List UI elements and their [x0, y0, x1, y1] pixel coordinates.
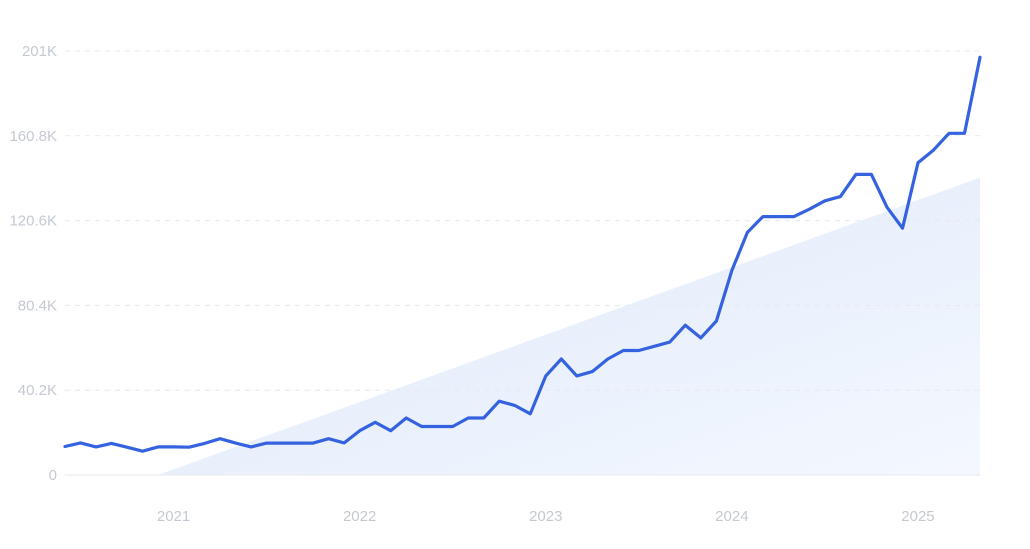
x-tick-label: 2023	[529, 508, 562, 525]
x-tick-label: 2024	[715, 508, 748, 525]
y-tick-label: 160.8K	[9, 128, 57, 145]
x-tick-label: 2025	[901, 508, 934, 525]
y-tick-label: 0	[49, 467, 57, 484]
y-tick-label: 80.4K	[18, 297, 57, 314]
series-line	[63, 55, 982, 453]
y-tick-label: 120.6K	[9, 213, 57, 230]
y-tick-label: 201K	[22, 43, 57, 60]
y-tick-label: 40.2K	[18, 382, 57, 399]
x-tick-label: 2021	[157, 508, 190, 525]
trend-area	[158, 177, 980, 475]
x-tick-label: 2022	[343, 508, 376, 525]
